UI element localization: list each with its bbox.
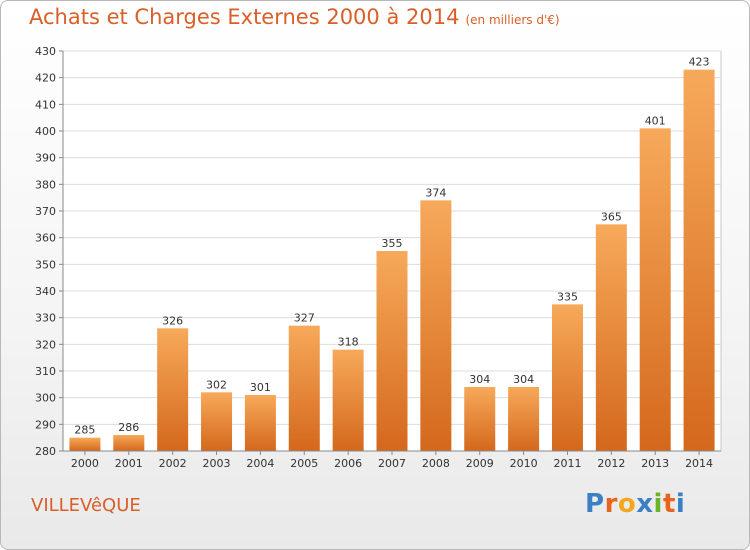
bar-2009 [464, 387, 496, 451]
bar-2004 [244, 395, 276, 451]
x-tick-label-2008: 2008 [422, 457, 450, 470]
y-tick-label: 310 [35, 365, 56, 378]
bar-2006 [332, 349, 364, 451]
logo-letter: P [585, 489, 605, 519]
y-tick-label: 340 [35, 285, 56, 298]
x-tick-label-2014: 2014 [685, 457, 713, 470]
bar-2003 [201, 392, 233, 451]
logo-letter: r [604, 489, 618, 519]
y-tick-label: 370 [35, 205, 56, 218]
value-label-2003: 302 [206, 378, 227, 391]
bar-2010 [508, 387, 540, 451]
value-label-2005: 327 [294, 312, 315, 325]
bar-2001 [113, 435, 145, 451]
y-tick-label: 380 [35, 178, 56, 191]
bar-2007 [376, 251, 408, 451]
x-tick-label-2006: 2006 [334, 457, 362, 470]
x-tick-label-2005: 2005 [290, 457, 318, 470]
logo-letter: t [662, 489, 676, 519]
x-tick-label-2000: 2000 [71, 457, 99, 470]
y-tick-label: 400 [35, 125, 56, 138]
value-label-2001: 286 [118, 421, 139, 434]
x-tick-label-2003: 2003 [203, 457, 231, 470]
y-tick-label: 350 [35, 258, 56, 271]
x-tick-label-2007: 2007 [378, 457, 406, 470]
bar-2011 [551, 304, 583, 451]
y-tick-label: 290 [35, 418, 56, 431]
y-tick-label: 420 [35, 72, 56, 85]
value-label-2008: 374 [425, 186, 446, 199]
bar-2013 [639, 128, 671, 451]
bar-2012 [595, 224, 627, 451]
logo-letter: i [653, 489, 663, 519]
bar-2002 [157, 328, 189, 451]
y-tick-label: 430 [35, 45, 56, 58]
title-unit: (en milliers d'€) [465, 13, 560, 27]
x-tick-label-2011: 2011 [553, 457, 581, 470]
y-tick-label: 410 [35, 98, 56, 111]
value-label-2011: 335 [557, 290, 578, 303]
value-label-2002: 326 [162, 314, 183, 327]
y-tick-label: 330 [35, 312, 56, 325]
chart-title: Achats et Charges Externes 2000 à 2014 (e… [29, 5, 560, 29]
proxiti-logo: Proxiti [585, 489, 685, 519]
bar-2008 [420, 200, 452, 451]
y-tick-label: 300 [35, 392, 56, 405]
value-label-2010: 304 [513, 373, 534, 386]
city-name: VILLEVêQUE [31, 495, 141, 516]
value-label-2009: 304 [469, 373, 490, 386]
x-tick-label-2004: 2004 [246, 457, 274, 470]
logo-letter: i [675, 489, 686, 519]
value-label-2000: 285 [74, 424, 95, 437]
logo-letter: x [636, 489, 654, 519]
bar-2005 [288, 325, 320, 451]
value-label-2006: 318 [338, 336, 359, 349]
value-label-2014: 423 [689, 56, 710, 69]
x-tick-label-2009: 2009 [466, 457, 494, 470]
bar-2014 [683, 69, 715, 452]
y-tick-label: 320 [35, 338, 56, 351]
title-text: Achats et Charges Externes 2000 à 2014 [29, 5, 460, 29]
value-label-2004: 301 [250, 381, 271, 394]
value-label-2013: 401 [645, 114, 666, 127]
value-label-2007: 355 [382, 237, 403, 250]
y-tick-label: 360 [35, 232, 56, 245]
y-tick-label: 280 [35, 445, 56, 458]
y-tick-label: 390 [35, 152, 56, 165]
x-tick-label-2012: 2012 [597, 457, 625, 470]
x-tick-label-2010: 2010 [510, 457, 538, 470]
x-tick-label-2013: 2013 [641, 457, 669, 470]
logo-letter: o [617, 489, 637, 519]
bar-2000 [69, 437, 101, 451]
value-label-2012: 365 [601, 210, 622, 223]
x-tick-label-2001: 2001 [115, 457, 143, 470]
x-tick-label-2002: 2002 [159, 457, 187, 470]
